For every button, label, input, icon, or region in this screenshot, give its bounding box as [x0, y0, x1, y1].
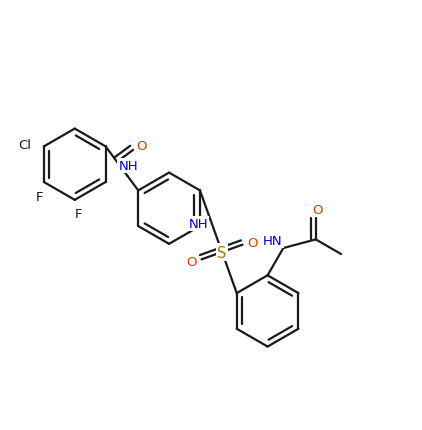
Text: O: O	[248, 236, 258, 249]
Text: S: S	[217, 245, 227, 260]
Text: O: O	[136, 140, 146, 153]
Text: F: F	[36, 190, 43, 203]
Text: Cl: Cl	[18, 139, 31, 152]
Text: HN: HN	[263, 234, 283, 247]
Text: NH: NH	[189, 218, 208, 230]
Text: O: O	[312, 203, 323, 216]
Text: NH: NH	[119, 160, 138, 173]
Text: F: F	[75, 208, 83, 221]
Text: O: O	[186, 256, 197, 269]
